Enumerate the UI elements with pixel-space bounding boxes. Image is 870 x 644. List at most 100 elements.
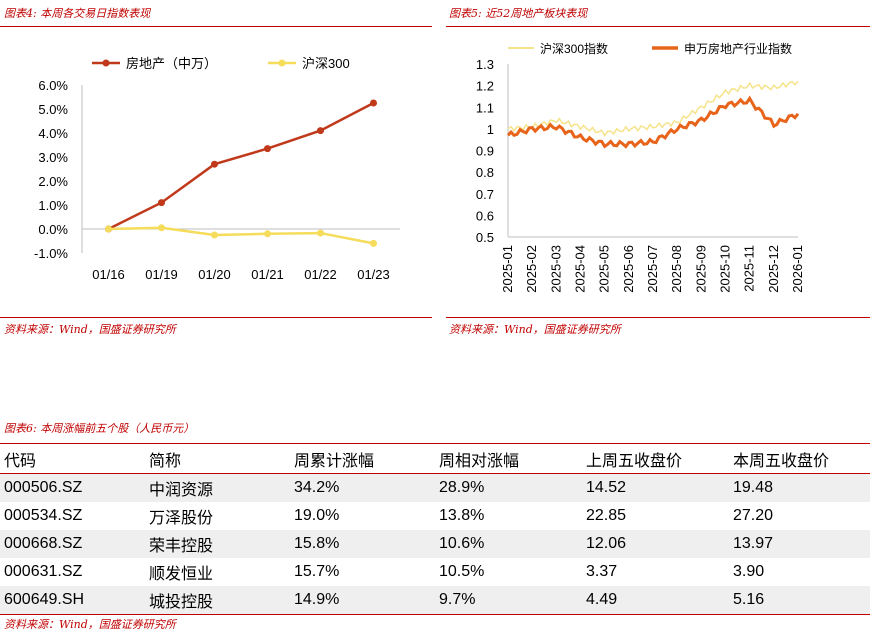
y-tick-label: 1.2: [476, 79, 494, 94]
fig6-table: 代码 简称 周累计涨幅 周相对涨幅 上周五收盘价 本周五收盘价 000506.S…: [0, 443, 870, 615]
cell-prev-close: 12.06: [582, 530, 729, 558]
data-point: [211, 160, 218, 168]
table-row: 000631.SZ 顺发恒业 15.7% 10.5% 3.37 3.90: [0, 558, 870, 586]
col-relative-gain-header: 周相对涨幅: [435, 443, 582, 474]
fig4-source-rule: [0, 317, 432, 318]
x-tick-label: 01/22: [304, 267, 337, 282]
legend-marker: [278, 59, 286, 67]
x-tick-label: 2025-12: [766, 245, 781, 293]
y-tick-label: 0.5: [476, 230, 494, 245]
legend-label: 沪深300指数: [540, 41, 608, 56]
cell-code: 000506.SZ: [0, 473, 145, 502]
fig4-chart: 6.0% 5.0% 4.0% 3.0% 2.0% 1.0% 0.0% -1.0% 01/16 01…: [34, 56, 400, 282]
data-point: [317, 127, 324, 135]
table-row: 000534.SZ 万泽股份 19.0% 13.8% 22.85 27.20: [0, 502, 870, 530]
cell-week-gain: 14.9%: [290, 586, 435, 615]
cell-relative-gain: 9.7%: [435, 586, 582, 615]
data-point: [105, 225, 112, 233]
data-point: [264, 145, 271, 153]
y-tick-label: 1.0%: [38, 198, 68, 213]
x-tick-label: 2025-04: [573, 245, 588, 293]
cell-name: 荣丰控股: [145, 530, 290, 558]
y-tick-label: 0.8: [476, 165, 494, 180]
data-point: [211, 231, 218, 239]
x-tick-label: 01/20: [198, 267, 231, 282]
cell-name: 中润资源: [145, 473, 290, 502]
fig5-chart: 1.3 1.2 1.1 1 0.9 0.8 0.7 0.6 0.5 2025-01 2025-02 2…: [476, 41, 805, 293]
x-tick-label: 2025-06: [621, 245, 636, 293]
y-tick-label: 0.0%: [38, 222, 68, 237]
legend-label: 申万房地产行业指数: [684, 41, 792, 56]
cell-week-gain: 34.2%: [290, 473, 435, 502]
col-name-header: 简称: [145, 443, 290, 474]
cell-prev-close: 3.37: [586, 563, 618, 580]
cell-relative-gain: 10.5%: [439, 563, 485, 580]
cell-close: 3.90: [733, 563, 765, 580]
series-line-1: [108, 226, 374, 245]
x-tick-label: 2026-01: [790, 245, 805, 293]
x-tick-label: 2025-03: [548, 245, 563, 293]
cell-close: 19.48: [729, 473, 870, 502]
fig4-source: 资料来源：Wind，国盛证券研究所: [4, 323, 176, 336]
x-tick-label: 01/23: [357, 267, 390, 282]
x-tick-label: 2025-08: [669, 245, 684, 293]
data-point: [370, 239, 377, 247]
cell-week-gain: 15.8%: [290, 530, 435, 558]
series-line-0: [507, 80, 799, 138]
fig5-source-rule: [446, 317, 870, 318]
y-tick-label: 4.0%: [38, 126, 68, 141]
cell-week-gain: 15.7%: [294, 563, 340, 580]
fig5-title-rule: [446, 26, 870, 27]
cell-prev-close: 4.49: [582, 586, 729, 615]
y-tick-label: 6.0%: [38, 78, 68, 93]
y-tick-label: -1.0%: [34, 246, 68, 261]
fig5-title: 图表5: 近52周地产板块表现: [449, 7, 588, 20]
x-tick-label: 01/16: [92, 267, 125, 282]
cell-relative-gain: 13.8%: [439, 507, 485, 524]
data-point: [264, 230, 271, 238]
cell-name: 城投控股: [145, 586, 290, 615]
x-tick-label: 2025-02: [524, 245, 539, 293]
cell-close: 13.97: [729, 530, 870, 558]
data-point: [370, 99, 377, 107]
cell-name: 顺发恒业: [149, 566, 214, 583]
fig6-title: 图表6: 本周涨幅前五个股（人民币元）: [4, 422, 195, 435]
x-tick-label: 2025-10: [718, 245, 733, 293]
legend-label: 房地产（中万）: [126, 56, 217, 71]
table-row: 000506.SZ 中润资源 34.2% 28.9% 14.52 19.48: [0, 473, 870, 502]
col-code-header: 代码: [0, 443, 145, 474]
table-header-row: 代码 简称 周累计涨幅 周相对涨幅 上周五收盘价 本周五收盘价: [0, 443, 870, 474]
y-tick-label: 1.3: [476, 57, 494, 72]
x-tick-label: 2025-09: [693, 245, 708, 293]
col-close-header: 本周五收盘价: [729, 443, 870, 474]
cell-prev-close: 22.85: [586, 507, 627, 524]
col-prev-close-header: 上周五收盘价: [582, 443, 729, 474]
legend-marker: [102, 59, 110, 67]
cell-code: 000631.SZ: [4, 563, 83, 580]
x-tick-label: 01/21: [251, 267, 284, 282]
table-row: 000668.SZ 荣丰控股 15.8% 10.6% 12.06 13.97: [0, 530, 870, 558]
y-tick-label: 1: [487, 122, 494, 137]
x-tick-label: 2025-11: [742, 245, 757, 292]
y-tick-label: 0.7: [476, 187, 494, 202]
col-week-gain-header: 周累计涨幅: [290, 443, 435, 474]
cell-code: 600649.SH: [0, 586, 145, 615]
fig6-source: 资料来源：Wind，国盛证券研究所: [4, 618, 176, 631]
x-tick-label: 01/19: [145, 267, 178, 282]
y-tick-label: 5.0%: [38, 102, 68, 117]
y-tick-label: 0.9: [476, 144, 494, 159]
cell-relative-gain: 10.6%: [435, 530, 582, 558]
cell-week-gain: 19.0%: [294, 507, 340, 524]
y-tick-label: 3.0%: [38, 150, 68, 165]
x-tick-label: 2025-05: [597, 245, 612, 293]
fig4-title-rule: [0, 26, 432, 27]
data-point: [158, 224, 165, 232]
y-tick-label: 1.1: [476, 100, 494, 115]
x-tick-label: 2025-01: [500, 245, 515, 293]
y-tick-label: 2.0%: [38, 174, 68, 189]
y-tick-label: 0.6: [476, 208, 494, 223]
cell-name: 万泽股份: [149, 510, 214, 527]
fig4-title: 图表4: 本周各交易日指数表现: [4, 7, 151, 20]
data-point: [158, 199, 165, 207]
legend-label: 沪深300: [302, 56, 350, 71]
